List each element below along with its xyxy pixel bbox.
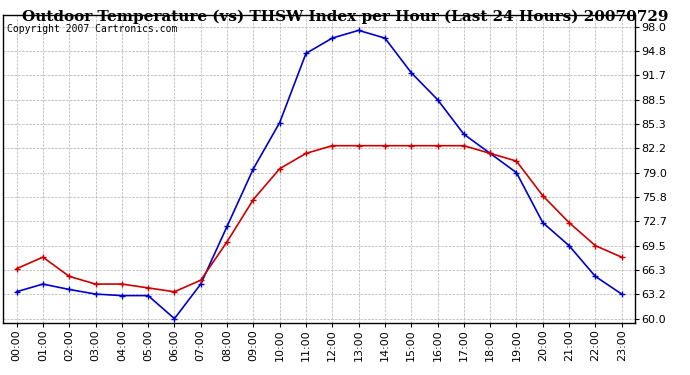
Text: Outdoor Temperature (vs) THSW Index per Hour (Last 24 Hours) 20070729: Outdoor Temperature (vs) THSW Index per … <box>22 9 668 24</box>
Text: Copyright 2007 Cartronics.com: Copyright 2007 Cartronics.com <box>7 24 177 34</box>
